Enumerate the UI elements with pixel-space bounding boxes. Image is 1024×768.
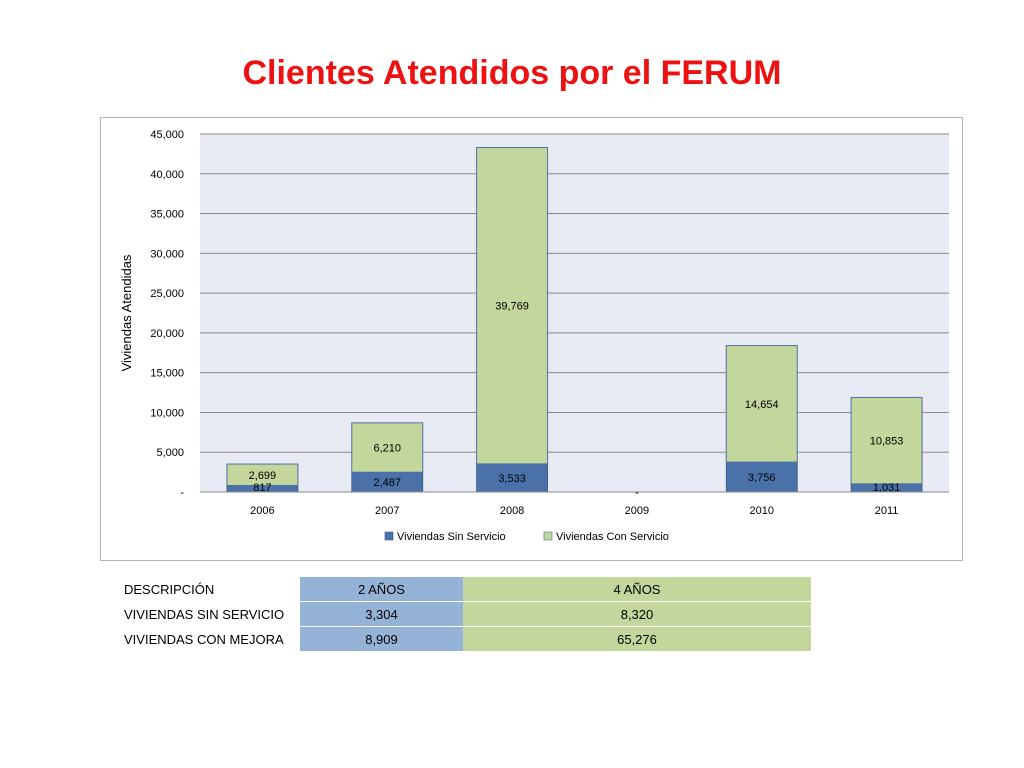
data-label-con-servicio: 6,210 (373, 443, 401, 455)
bar-con-servicio (476, 147, 549, 465)
table-row: VIVIENDAS CON MEJORA 8,909 65,276 (120, 626, 811, 652)
x-tick-label: 2007 (375, 505, 399, 517)
row-value-4-years: 65,276 (463, 626, 811, 652)
data-label-sin-servicio: 3,533 (498, 473, 526, 485)
table-header-row: DESCRIPCIÓN 2 AÑOS 4 AÑOS (120, 577, 811, 602)
summary-table: DESCRIPCIÓN 2 AÑOS 4 AÑOS VIVIENDAS SIN … (120, 577, 811, 652)
y-tick-label: 25,000 (150, 288, 184, 300)
legend-swatch-con-servicio (543, 531, 553, 541)
y-tick-label: 45,000 (150, 129, 184, 141)
row-label: VIVIENDAS SIN SERVICIO (120, 601, 300, 627)
y-tick-label: - (180, 487, 184, 499)
page-title: Clientes Atendidos por el FERUM (242, 54, 782, 92)
data-label-sin-servicio: 817 (253, 482, 271, 494)
data-label-sin-servicio: 2,487 (373, 477, 401, 489)
x-tick-label: 2011 (875, 505, 899, 517)
header-2-years: 2 AÑOS (300, 577, 463, 602)
y-axis-title: Viviendas Atendidas (119, 254, 134, 371)
x-tick-label: 2010 (750, 505, 774, 517)
header-4-years: 4 AÑOS (463, 577, 811, 602)
bar-con-servicio (725, 345, 798, 463)
table-row: VIVIENDAS SIN SERVICIO 3,304 8,320 (120, 601, 811, 627)
legend-swatch-sin-servicio (384, 531, 394, 541)
y-tick-label: 30,000 (150, 248, 184, 260)
row-value-2-years: 8,909 (300, 626, 463, 652)
x-tick-label: 2006 (250, 505, 274, 517)
x-tick-label: 2009 (625, 505, 649, 517)
bar-con-servicio (850, 396, 923, 485)
row-value-4-years: 8,320 (463, 601, 811, 627)
legend-label-con-servicio: Viviendas Con Servicio (556, 531, 669, 543)
data-label-sin-servicio: 3,756 (748, 472, 776, 484)
bar-sin-servicio (476, 463, 548, 493)
data-label-con-servicio: 39,769 (495, 301, 529, 313)
row-label: VIVIENDAS CON MEJORA (120, 626, 300, 652)
bar-con-servicio (351, 422, 424, 473)
data-label-con-servicio: 2,699 (249, 470, 277, 482)
stacked-bar-chart: - 5,000 10,000 15,000 20,000 25,000 30,000 35,0… (119, 129, 949, 543)
row-value-2-years: 3,304 (300, 601, 463, 627)
y-tick-label: 10,000 (150, 407, 184, 419)
data-label-sin-servicio: 1,031 (873, 482, 901, 494)
bar-con-servicio (226, 463, 299, 487)
data-label-con-servicio: 10,853 (870, 436, 904, 448)
chart-frame: - 5,000 10,000 15,000 20,000 25,000 30,000 35,0… (100, 117, 963, 561)
y-tick-label: 5,000 (156, 447, 184, 459)
plot-area (200, 134, 949, 492)
legend-label-sin-servicio: Viviendas Sin Servicio (397, 531, 506, 543)
y-tick-label: 35,000 (150, 209, 184, 221)
data-label-con-servicio: 14,654 (745, 399, 779, 411)
y-tick-label: 40,000 (150, 169, 184, 181)
y-tick-label: 15,000 (150, 368, 184, 380)
x-tick-label: 2008 (500, 505, 524, 517)
data-label-sin-servicio: - (635, 487, 639, 499)
y-tick-label: 20,000 (150, 328, 184, 340)
header-description: DESCRIPCIÓN (120, 577, 300, 602)
